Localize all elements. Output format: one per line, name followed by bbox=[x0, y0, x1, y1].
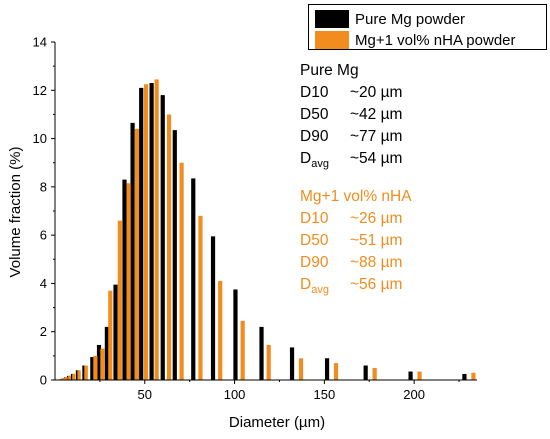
nha-d90-row: D90 ~88 µm bbox=[300, 252, 412, 274]
y-tick-label-0: 0 bbox=[40, 373, 47, 388]
bar-nha-18 bbox=[198, 215, 203, 380]
bar-nha-7 bbox=[84, 365, 88, 380]
bar-nha-16 bbox=[166, 114, 172, 381]
bar-pure-21 bbox=[233, 289, 238, 380]
bar-pure-15 bbox=[139, 87, 144, 381]
bar-nha-21 bbox=[266, 344, 271, 380]
bar-pure-26 bbox=[408, 371, 413, 380]
legend-label-nha: Mg+1 vol% nHA powder bbox=[355, 31, 516, 49]
bar-nha-13 bbox=[134, 128, 139, 380]
bar-pure-12 bbox=[113, 284, 118, 380]
bar-pure-22 bbox=[259, 326, 264, 380]
y-tick-label-1: 2 bbox=[40, 324, 47, 339]
pure-d50-value: ~42 µm bbox=[350, 106, 403, 123]
legend-label-pure: Pure Mg powder bbox=[355, 10, 466, 28]
nha-d10-row: D10 ~26 µm bbox=[300, 208, 412, 230]
x-tick-label-3: 200 bbox=[403, 387, 425, 402]
y-tick-label-5: 10 bbox=[33, 131, 47, 146]
nha-d50-row: D50 ~51 µm bbox=[300, 230, 412, 252]
bar-nha-2 bbox=[62, 378, 66, 380]
bar-nha-9 bbox=[100, 348, 105, 380]
nha-d50-key: D50 bbox=[300, 232, 329, 249]
bar-nha-5 bbox=[72, 373, 76, 380]
bar-nha-20 bbox=[240, 320, 245, 380]
y-axis-title: Volume fraction (%) bbox=[7, 147, 24, 278]
nha-d10-value: ~26 µm bbox=[350, 210, 403, 227]
legend-swatch-pure bbox=[315, 10, 349, 28]
y-tick-label-4: 8 bbox=[40, 179, 47, 194]
y-tick-label-7: 14 bbox=[33, 35, 47, 50]
bar-nha-6 bbox=[77, 370, 81, 380]
bar-nha-15 bbox=[154, 79, 159, 381]
pure-d10-value: ~20 µm bbox=[350, 84, 403, 101]
pure-d10-key: D10 bbox=[300, 84, 329, 101]
legend: Pure Mg powder Mg+1 vol% nHA powder bbox=[308, 4, 547, 50]
bar-pure-11 bbox=[104, 326, 109, 380]
pure-d90-key: D90 bbox=[300, 128, 329, 145]
pure-d90-row: D90 ~77 µm bbox=[300, 126, 402, 148]
bar-pure-14 bbox=[130, 122, 135, 380]
bar-nha-11 bbox=[117, 220, 122, 380]
nha-stats-title: Mg+1 vol% nHA bbox=[300, 188, 412, 205]
bar-nha-1 bbox=[60, 378, 64, 380]
bar-nha-4 bbox=[68, 375, 71, 380]
x-axis-title: Diameter (µm) bbox=[229, 414, 325, 431]
nha-davg-key: Davg bbox=[300, 276, 329, 297]
bar-pure-18 bbox=[172, 130, 177, 380]
bar-pure-25 bbox=[363, 365, 368, 380]
x-tick-label-0: 50 bbox=[138, 387, 152, 402]
pure-davg-key: Davg bbox=[300, 150, 329, 171]
legend-item-nha: Mg+1 vol% nHA powder bbox=[315, 30, 516, 50]
x-tick-label-2: 150 bbox=[314, 387, 336, 402]
legend-swatch-nha bbox=[315, 31, 349, 49]
bar-pure-27 bbox=[462, 373, 467, 380]
y-tick-label-6: 12 bbox=[33, 83, 47, 98]
axes-layer: 0 2 4 6 8 10 12 14 50 100 150 200 bbox=[33, 35, 477, 402]
x-tick-label-1: 100 bbox=[224, 387, 246, 402]
bar-nha-3 bbox=[64, 377, 68, 380]
bar-nha-8 bbox=[93, 355, 98, 380]
bar-pure-9 bbox=[90, 357, 95, 380]
pure-d50-key: D50 bbox=[300, 106, 329, 123]
nha-d50-value: ~51 µm bbox=[350, 232, 403, 249]
y-tick-label-3: 6 bbox=[40, 228, 47, 243]
nha-d10-key: D10 bbox=[300, 210, 329, 227]
y-tick-label-2: 4 bbox=[40, 276, 47, 291]
pure-d50-row: D50 ~42 µm bbox=[300, 104, 402, 126]
bar-nha-12 bbox=[126, 183, 131, 380]
bar-pure-13 bbox=[122, 179, 127, 380]
bar-nha-26 bbox=[471, 372, 476, 380]
bar-nha-10 bbox=[108, 290, 113, 380]
nha-d90-key: D90 bbox=[300, 254, 329, 271]
bar-nha-23 bbox=[333, 363, 339, 380]
pure-d10-row: D10 ~20 µm bbox=[300, 82, 402, 104]
bar-nha-19 bbox=[218, 281, 223, 380]
bar-nha-24 bbox=[372, 367, 377, 380]
bar-pure-19 bbox=[191, 178, 196, 380]
bar-pure-8 bbox=[82, 365, 86, 380]
pure-davg-value: ~54 µm bbox=[350, 150, 403, 167]
bar-pure-24 bbox=[324, 358, 330, 380]
bars-layer bbox=[57, 79, 476, 381]
nha-davg-row: Davg ~56 µm bbox=[300, 274, 412, 301]
bar-nha-22 bbox=[298, 358, 304, 380]
bar-pure-23 bbox=[289, 347, 295, 380]
bar-pure-17 bbox=[160, 95, 165, 381]
bar-nha-14 bbox=[143, 84, 149, 380]
bar-pure-10 bbox=[96, 344, 102, 380]
nha-davg-value: ~56 µm bbox=[350, 276, 403, 293]
nha-stats-annotation: Mg+1 vol% nHA D10 ~26 µm D50 ~51 µm D90 … bbox=[300, 186, 412, 301]
pure-d90-value: ~77 µm bbox=[350, 128, 403, 145]
bar-nha-17 bbox=[179, 162, 184, 380]
pure-davg-row: Davg ~54 µm bbox=[300, 148, 402, 175]
bar-pure-20 bbox=[210, 236, 216, 380]
pure-stats-annotation: Pure Mg D10 ~20 µm D50 ~42 µm D90 ~77 µm… bbox=[300, 60, 402, 175]
nha-d90-value: ~88 µm bbox=[350, 254, 403, 271]
pure-stats-title: Pure Mg bbox=[300, 62, 359, 79]
bar-nha-25 bbox=[417, 371, 422, 380]
bar-pure-16 bbox=[149, 83, 154, 380]
legend-item-pure: Pure Mg powder bbox=[315, 9, 465, 29]
